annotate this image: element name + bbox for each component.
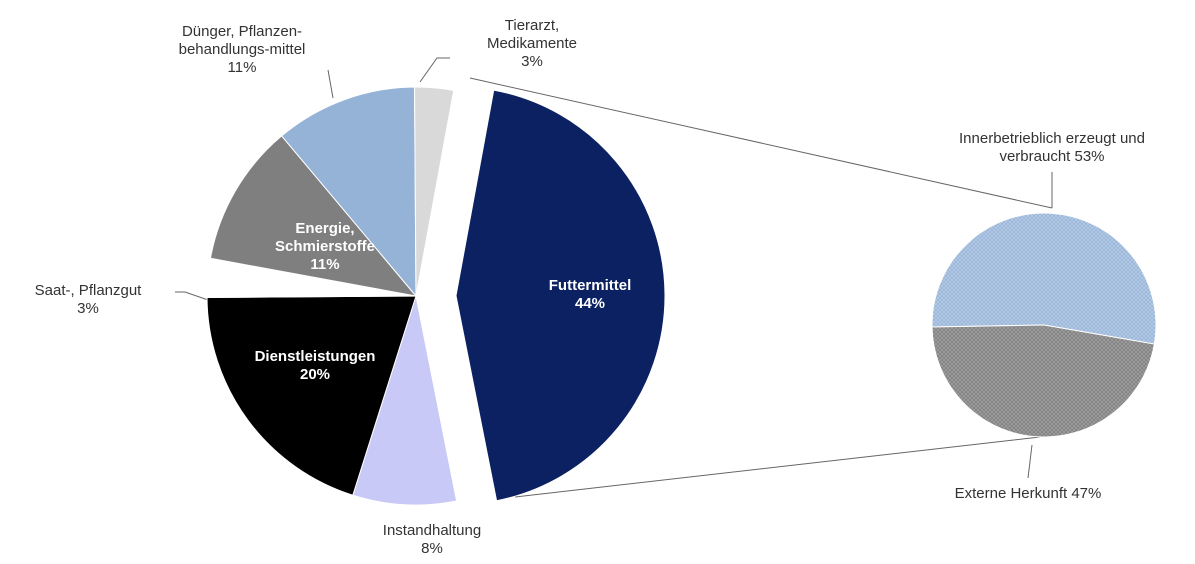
- data-label: Tierarzt, Medikamente 3%: [475, 17, 590, 71]
- label-text: 3%: [77, 300, 99, 317]
- label-text: 8%: [421, 540, 443, 557]
- data-label: Externe Herkunft 47%: [918, 485, 1138, 503]
- label-text: Futtermittel: [548, 277, 632, 294]
- label-text: 11%: [310, 256, 340, 273]
- connector-line: [514, 436, 1041, 498]
- label-text: Instandhaltung: [382, 522, 482, 539]
- label-text: 44%: [574, 295, 606, 312]
- data-label: Saat-, Pflanzgut 3%: [18, 282, 158, 318]
- pie-slice: [414, 86, 455, 297]
- label-text: Energie, Schmierstoffe: [274, 220, 376, 255]
- label-text: 20%: [299, 366, 331, 383]
- data-label: Innerbetrieblich erzeugt und verbraucht …: [927, 130, 1177, 166]
- label-text: Externe Herkunft: [954, 485, 1068, 502]
- label-text: Saat-, Pflanzgut: [34, 282, 142, 299]
- label-text: 11%: [227, 59, 257, 76]
- connector-line: [469, 77, 1053, 209]
- data-label: Dienstleistungen 20%: [230, 348, 400, 384]
- pie-slice: [455, 89, 666, 502]
- pie-slice: [931, 212, 1157, 345]
- leader-line: [327, 69, 334, 99]
- pie-slice: [209, 135, 418, 297]
- data-label: Dünger, Pflanzen-behandlungs-mittel 11%: [155, 23, 330, 77]
- leader-line: [175, 291, 212, 302]
- pie-slice: [206, 295, 417, 496]
- label-text: 47%: [1071, 485, 1102, 502]
- label-text: 3%: [521, 53, 543, 70]
- label-text: Dünger, Pflanzen-behandlungs-mittel: [178, 23, 306, 58]
- leader-line: [419, 57, 450, 83]
- data-label: Energie, Schmierstoffe 11%: [270, 220, 380, 274]
- label-text: Tierarzt, Medikamente: [486, 17, 578, 52]
- data-label: Instandhaltung 8%: [357, 522, 507, 558]
- label-text: Innerbetrieblich erzeugt und verbraucht: [959, 130, 1145, 165]
- pie-slice: [931, 324, 1155, 438]
- leader-line: [1027, 444, 1033, 479]
- data-label: Futtermittel 44%: [515, 277, 665, 313]
- pie-slice: [280, 86, 417, 298]
- label-text: 53%: [1074, 148, 1105, 165]
- label-text: Dienstleistungen: [254, 348, 376, 365]
- pie-slice: [352, 295, 458, 506]
